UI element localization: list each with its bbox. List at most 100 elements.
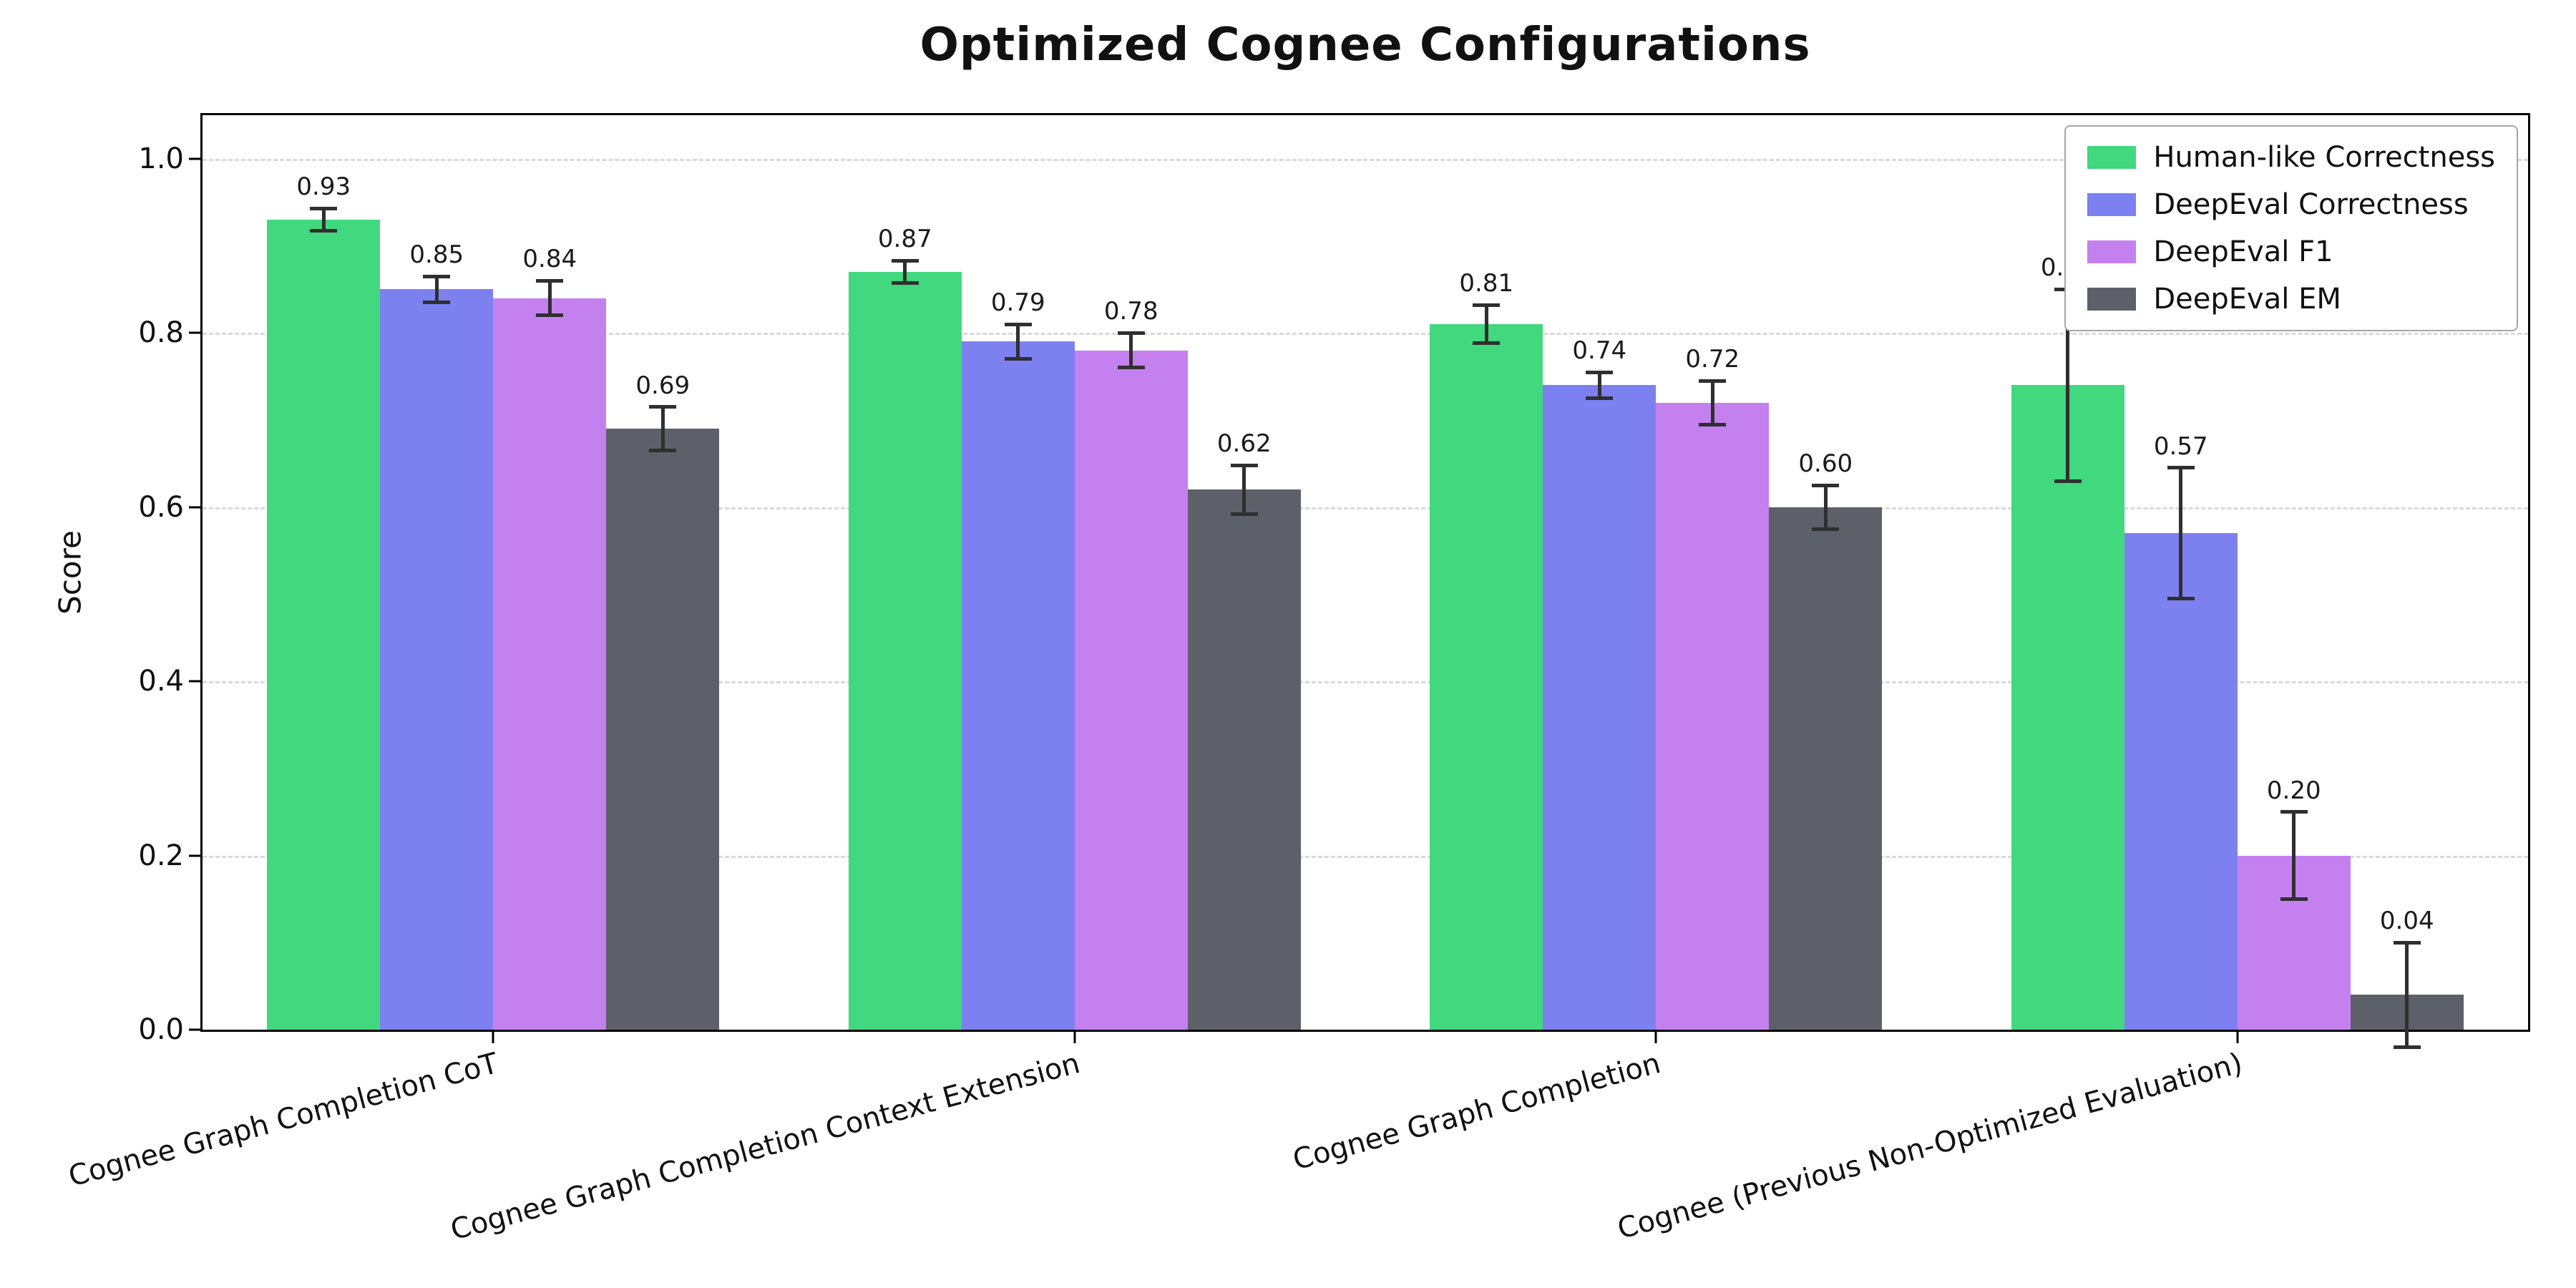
x-tick-mark (2236, 1032, 2239, 1043)
bar-group: 0.81 0.74 0.72 0.60 (1430, 115, 1883, 1030)
y-tick-mark (189, 680, 200, 683)
error-bar-cap (2393, 940, 2421, 945)
bar (1430, 324, 1543, 1030)
error-bar (660, 406, 665, 451)
value-label: 0.87 (877, 225, 932, 254)
error-bar (1242, 465, 1246, 514)
error-bar-cap (2054, 479, 2082, 483)
bar-slot: 0.60 (1769, 115, 1883, 1030)
x-tick-label: Cognee Graph Completion CoT (64, 1047, 502, 1194)
value-label: 0.69 (635, 371, 691, 400)
error-bar-cap (2280, 897, 2308, 901)
y-tick-label: 0.0 (138, 1013, 184, 1046)
bar (493, 298, 607, 1030)
plot-area: 0.93 0.85 0.84 0.69 0.87 0.79 0.78 0.62 0.81 0.74… (65, 113, 2530, 1246)
legend: Human-like Correctness DeepEval Correctne… (2064, 125, 2518, 331)
legend-label: DeepEval F1 (2153, 235, 2333, 268)
bar (606, 429, 720, 1030)
error-bar-cap (536, 313, 564, 318)
error-bar (1016, 324, 1020, 359)
bar-slot: 0.81 (1430, 115, 1543, 1030)
y-tick-label: 1.0 (138, 142, 184, 175)
bar-slot: 0.87 (848, 115, 962, 1030)
bar-slot: 0.69 (606, 115, 720, 1030)
value-label: 0.72 (1685, 345, 1740, 374)
bar (848, 272, 962, 1030)
error-bar-cap (891, 258, 919, 263)
value-label: 0.20 (2266, 776, 2321, 805)
error-bar-cap (536, 278, 564, 283)
error-bar-cap (1699, 422, 1727, 426)
x-tick-label: Cognee Graph Completion (1289, 1047, 1664, 1177)
bar (2011, 385, 2124, 1030)
value-label: 0.57 (2153, 431, 2208, 461)
bar-slot: 0.57 (2124, 115, 2238, 1030)
x-tick-mark (492, 1032, 494, 1043)
error-bar (2066, 289, 2070, 482)
bar-slot: 0.93 (267, 115, 381, 1030)
legend-item: DeepEval Correctness (2087, 188, 2495, 221)
error-bar (321, 208, 326, 231)
error-bar-cap (1586, 396, 1614, 401)
value-label: 0.60 (1798, 449, 1853, 479)
bar (1187, 489, 1301, 1030)
error-bar-cap (310, 229, 338, 233)
gridline (203, 855, 2528, 858)
gridline (203, 681, 2528, 684)
error-bar-cap (2393, 1045, 2421, 1049)
error-bar-cap (2167, 466, 2195, 470)
legend-label: Human-like Correctness (2153, 141, 2495, 174)
bar-slot: 0.62 (1187, 115, 1301, 1030)
value-label: 0.74 (1572, 336, 1627, 366)
y-tick-label: 0.6 (138, 490, 184, 524)
bar-slot: 0.20 (2237, 115, 2351, 1030)
error-bar (1710, 381, 1714, 425)
bar (267, 220, 381, 1030)
error-bar-cap (1812, 483, 1840, 487)
error-bar (1129, 333, 1133, 368)
bar-group: 0.74 0.57 0.20 0.04 (2011, 115, 2464, 1049)
error-bar-cap (1004, 357, 1032, 361)
legend-label: DeepEval Correctness (2153, 188, 2469, 221)
gridline (203, 507, 2528, 509)
error-bar (2405, 942, 2409, 1048)
value-label: 0.81 (1459, 269, 1514, 298)
legend-swatch (2087, 146, 2137, 169)
x-tick-label: Cognee Graph Completion Context Extensio… (447, 1047, 1083, 1247)
bars-layer: 0.93 0.85 0.84 0.69 0.87 0.79 0.78 0.62 0.81 0.74… (203, 115, 2528, 1049)
bar-slot: 0.84 (493, 115, 607, 1030)
error-bar-cap (1473, 303, 1501, 307)
error-bar-cap (2167, 597, 2195, 601)
value-label: 0.04 (2379, 907, 2434, 936)
bar (380, 289, 494, 1030)
bar (1769, 507, 1883, 1030)
y-tick-mark (189, 854, 200, 857)
y-tick-mark (189, 506, 200, 509)
error-bar (903, 260, 907, 283)
legend-swatch (2087, 288, 2137, 311)
bar (1656, 402, 1770, 1030)
legend-item: DeepEval F1 (2087, 235, 2495, 268)
error-bar-cap (649, 449, 677, 453)
error-bar-cap (1117, 366, 1145, 370)
error-bar-cap (1230, 463, 1258, 467)
error-bar-cap (1117, 331, 1145, 335)
bar-slot: 0.78 (1074, 115, 1188, 1030)
error-bar (1597, 372, 1601, 399)
error-bar-cap (1699, 379, 1727, 383)
bar-slot: 0.79 (961, 115, 1075, 1030)
bar (2124, 533, 2238, 1030)
legend-item: DeepEval EM (2087, 283, 2495, 316)
legend-item: Human-like Correctness (2087, 141, 2495, 174)
error-bar-cap (310, 206, 338, 210)
error-bar-cap (649, 405, 677, 409)
error-bar-cap (1230, 512, 1258, 516)
x-tick-mark (1073, 1032, 1076, 1043)
bar-slot: 0.74 (2011, 115, 2124, 1030)
x-tick-mark (1654, 1032, 1657, 1043)
y-tick-label: 0.8 (138, 316, 184, 350)
error-bar (434, 276, 439, 303)
legend-swatch (2087, 193, 2137, 216)
error-bar-cap (1004, 322, 1032, 326)
error-bar (2292, 811, 2296, 899)
